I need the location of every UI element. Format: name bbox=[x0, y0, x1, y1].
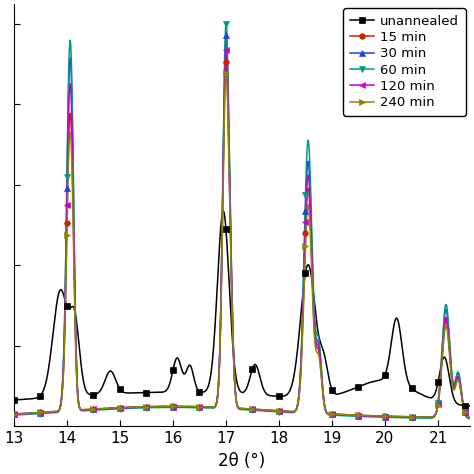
Legend: unannealed, 15 min, 30 min, 60 min, 120 min, 240 min: unannealed, 15 min, 30 min, 60 min, 120 … bbox=[343, 8, 466, 116]
X-axis label: 2θ (°): 2θ (°) bbox=[218, 452, 265, 470]
